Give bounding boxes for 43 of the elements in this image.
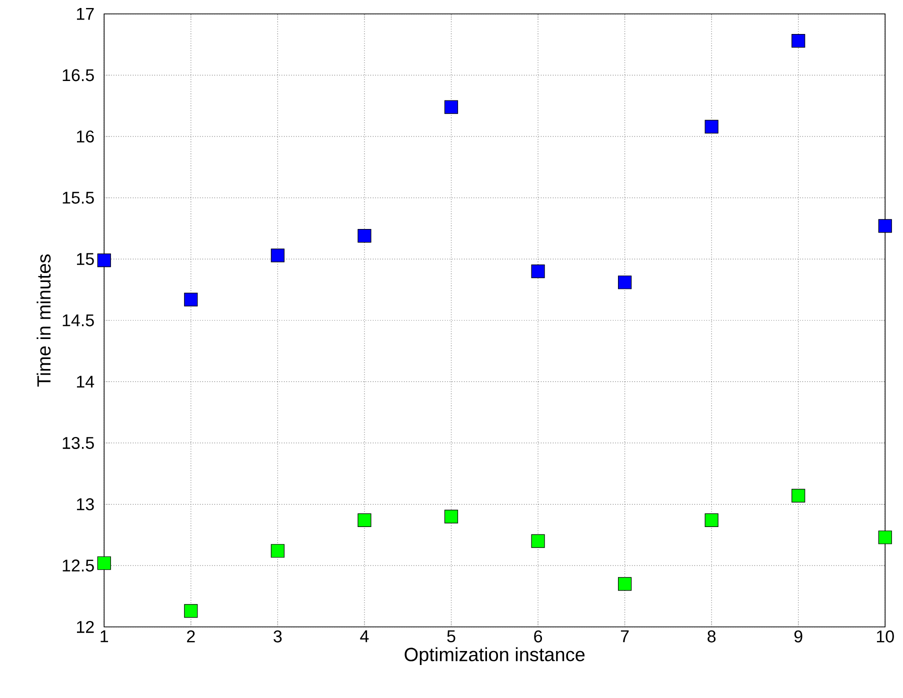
x-tick-label: 7 (620, 630, 629, 642)
y-tick-label: 14 (77, 376, 94, 388)
x-tick-label: 10 (876, 630, 894, 642)
point (792, 34, 806, 48)
point (792, 488, 806, 502)
point (704, 120, 718, 134)
point (358, 513, 372, 528)
y-tick-label: 16 (77, 130, 94, 143)
y-tick-label: 16.5 (62, 69, 94, 82)
point (618, 276, 632, 290)
x-tick-label: 9 (794, 630, 802, 642)
x-tick-label: 5 (447, 630, 456, 642)
point (270, 248, 284, 262)
x-tick-label: 2 (187, 630, 195, 642)
point (270, 544, 284, 558)
y-axis-title: Time in minutes (36, 254, 51, 387)
point (444, 510, 458, 524)
y-tick-label: 14.5 (62, 314, 94, 326)
point (531, 264, 545, 278)
point (97, 254, 111, 268)
x-tick-label: 6 (534, 630, 542, 642)
x-tick-label: 4 (360, 630, 369, 642)
y-tick-label: 13 (77, 498, 94, 510)
x-tick-label: 1 (100, 630, 108, 642)
point (531, 534, 545, 548)
x-tick-label: 3 (274, 630, 282, 642)
y-tick-label: 13.5 (62, 436, 94, 450)
point (184, 604, 198, 618)
y-tick-label: 15 (77, 253, 94, 266)
point (358, 228, 372, 243)
y-tick-label: 12 (77, 620, 94, 633)
y-tick-label: 17 (77, 8, 94, 20)
y-tick-label: 12.5 (62, 560, 94, 572)
point (878, 219, 892, 233)
point (618, 577, 632, 591)
point (97, 556, 111, 570)
x-axis-title: Optimization instance (404, 647, 585, 666)
point (878, 530, 892, 544)
point (704, 513, 718, 528)
x-tick-label: 8 (708, 630, 716, 642)
point (444, 100, 458, 114)
point (184, 292, 198, 306)
y-tick-label: 15.5 (62, 192, 94, 204)
